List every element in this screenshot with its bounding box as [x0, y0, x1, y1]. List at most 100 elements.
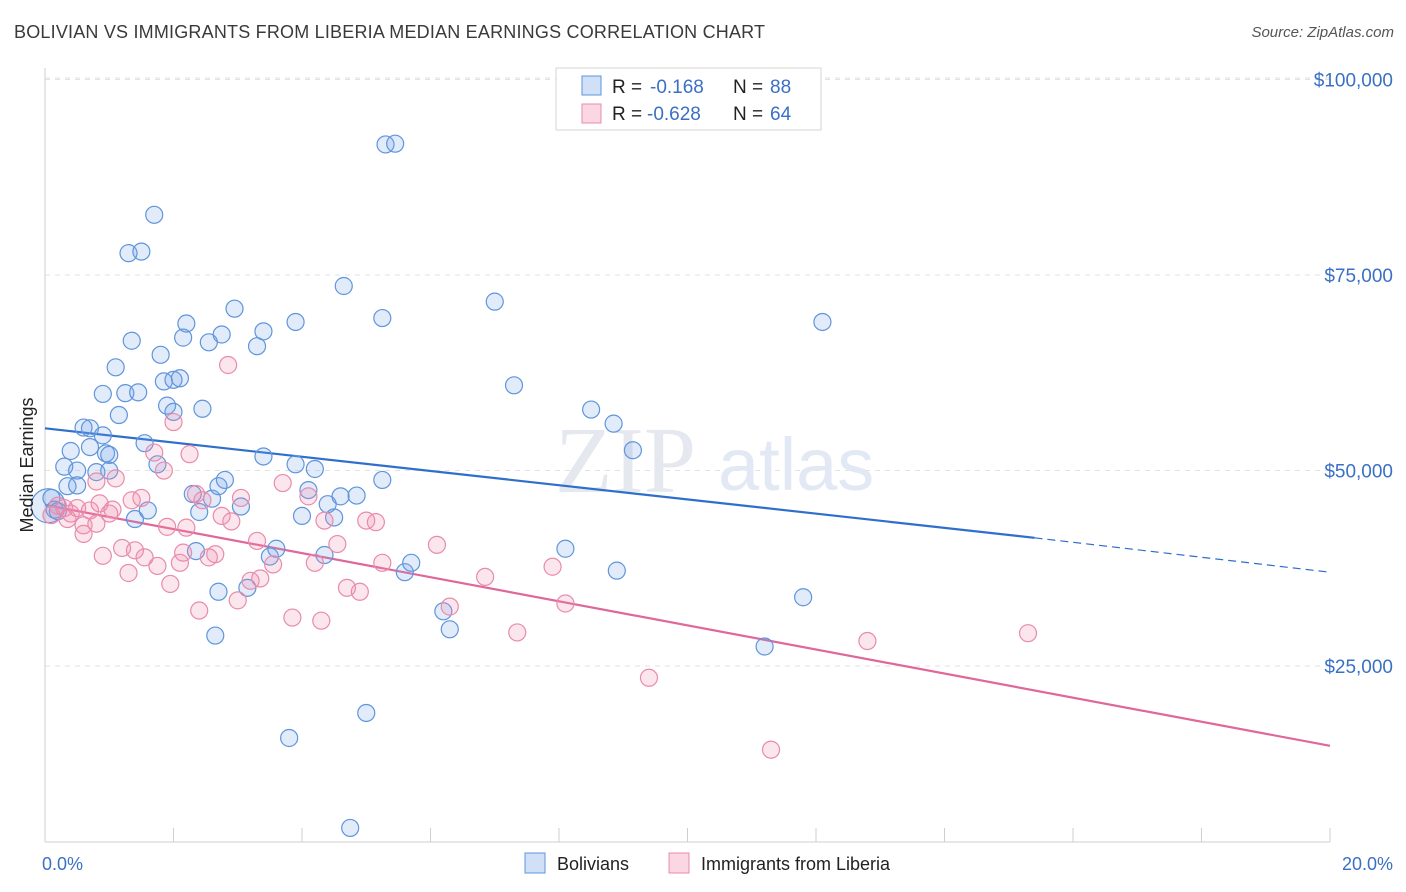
- series-bolivians-points: [30, 134, 832, 838]
- legend-swatch-pink: [581, 103, 602, 124]
- liberia-point-36: [206, 545, 225, 564]
- bolivians-point-29: [151, 345, 170, 364]
- liberia-point-58: [476, 567, 495, 587]
- liberia-point-56: [373, 553, 392, 572]
- liberia-point-51: [315, 511, 334, 530]
- liberia-point-48: [299, 487, 318, 506]
- y-tick-label-0: $25,000: [1324, 657, 1393, 678]
- bolivians-point-24: [132, 242, 151, 261]
- bolivians-point-64: [325, 508, 344, 527]
- liberia-point-65: [427, 535, 447, 554]
- y-axis-label: Median Earnings: [17, 397, 37, 532]
- liberia-point-54: [350, 582, 369, 601]
- y-tick-label-1: $50,000: [1324, 462, 1393, 483]
- liberia-point-34: [193, 491, 212, 510]
- liberia-point-45: [263, 555, 283, 574]
- bolivians-point-7: [68, 476, 87, 495]
- bolivians-point-25: [135, 434, 154, 453]
- bottom-legend-label-bolivians: Bolivians: [557, 854, 629, 874]
- liberia-point-66: [761, 740, 781, 759]
- trendline-bolivians-extension: [1034, 537, 1331, 573]
- liberia-point-43: [247, 531, 267, 551]
- bolivians-point-79: [504, 376, 524, 395]
- bolivians-point-18: [109, 405, 128, 425]
- bolivians-point-32: [164, 402, 183, 421]
- liberia-point-39: [222, 512, 241, 531]
- liberia-point-20: [132, 488, 151, 508]
- bolivians-point-56: [280, 728, 299, 748]
- bottom-legend-swatch-blue: [524, 852, 546, 874]
- liberia-point-27: [164, 412, 183, 432]
- y-tick-label-3: $100,000: [1314, 71, 1393, 92]
- x-tick-label-0: 0.0%: [42, 854, 83, 874]
- liberia-point-24: [154, 461, 173, 480]
- legend-n-value-2: 64: [770, 104, 792, 125]
- bolivians-point-39: [190, 502, 209, 522]
- bolivians-point-5: [61, 441, 80, 461]
- bolivians-point-74: [395, 563, 414, 582]
- bolivians-point-35: [174, 328, 193, 347]
- liberia-point-50: [312, 611, 331, 630]
- legend-r-value-1: -0.168: [650, 77, 704, 98]
- bolivians-point-75: [402, 553, 421, 572]
- liberia-point-37: [212, 506, 231, 526]
- liberia-point-57: [440, 597, 459, 616]
- bolivians-point-57: [286, 455, 305, 474]
- trendline-bolivians: [44, 427, 1035, 539]
- liberia-point-10: [87, 472, 106, 491]
- bolivians-point-71: [373, 308, 392, 328]
- bolivians-point-17: [106, 358, 125, 377]
- watermark-atlas: atlas: [718, 423, 874, 506]
- legend-box: R = -0.168 N = 88 R = -0.628 N = 64: [555, 67, 822, 131]
- bolivians-point-85: [755, 637, 774, 656]
- chart-source: Source: ZipAtlas.com: [1251, 24, 1394, 41]
- bolivians-point-82: [604, 414, 623, 433]
- bolivians-point-69: [357, 703, 376, 723]
- trend-lines: [44, 427, 1331, 747]
- liberia-point-25: [157, 517, 177, 536]
- bolivians-point-55: [267, 539, 286, 558]
- bottom-legend-label-liberia: Immigrants from Liberia: [701, 854, 891, 874]
- liberia-point-23: [148, 556, 167, 576]
- liberia-point-15: [106, 469, 125, 488]
- bolivians-point-58: [286, 312, 305, 332]
- liberia-point-17: [119, 563, 138, 583]
- legend-r-label-1: R =: [612, 77, 642, 98]
- bolivians-point-47: [215, 470, 234, 490]
- bolivians-point-53: [254, 322, 273, 341]
- bolivians-point-70: [373, 470, 392, 490]
- chart-title: BOLIVIAN VS IMMIGRANTS FROM LIBERIA MEDI…: [14, 22, 766, 42]
- bolivians-point-87: [813, 312, 832, 332]
- bolivians-point-4: [58, 477, 77, 496]
- liberia-point-64: [366, 513, 385, 532]
- bolivians-point-8: [74, 418, 93, 437]
- liberia-point-41: [231, 488, 251, 508]
- liberia-point-12: [93, 546, 112, 565]
- liberia-point-40: [228, 591, 247, 610]
- liberia-point-44: [251, 569, 270, 588]
- bolivians-point-40: [193, 399, 212, 418]
- bolivians-point-84: [623, 441, 642, 460]
- bolivians-point-21: [122, 331, 141, 350]
- y-tick-label-2: $75,000: [1324, 266, 1393, 287]
- legend-n-label-1: N =: [733, 77, 763, 98]
- liberia-point-46: [273, 473, 292, 493]
- bolivians-point-86: [794, 588, 813, 607]
- bolivians-point-66: [334, 276, 353, 296]
- bolivians-point-22: [125, 509, 145, 529]
- bolivians-point-16: [100, 445, 119, 465]
- tick-labels: $25,000 $50,000 $75,000 $100,000 0.0% 20.0%: [42, 71, 1393, 874]
- bolivians-point-61: [305, 459, 324, 479]
- bolivians-point-59: [292, 506, 312, 526]
- liberia-point-14: [103, 500, 122, 519]
- bolivians-point-10: [80, 437, 100, 457]
- legend-n-label-2: N =: [733, 104, 763, 125]
- liberia-point-7: [74, 524, 93, 543]
- bolivians-point-67: [341, 818, 360, 838]
- bolivians-point-6: [68, 461, 87, 480]
- liberia-point-29: [174, 543, 193, 562]
- bolivians-point-13: [93, 426, 112, 445]
- legend-r-value-2: -0.628: [647, 104, 701, 125]
- bottom-legend-swatch-pink: [668, 852, 690, 874]
